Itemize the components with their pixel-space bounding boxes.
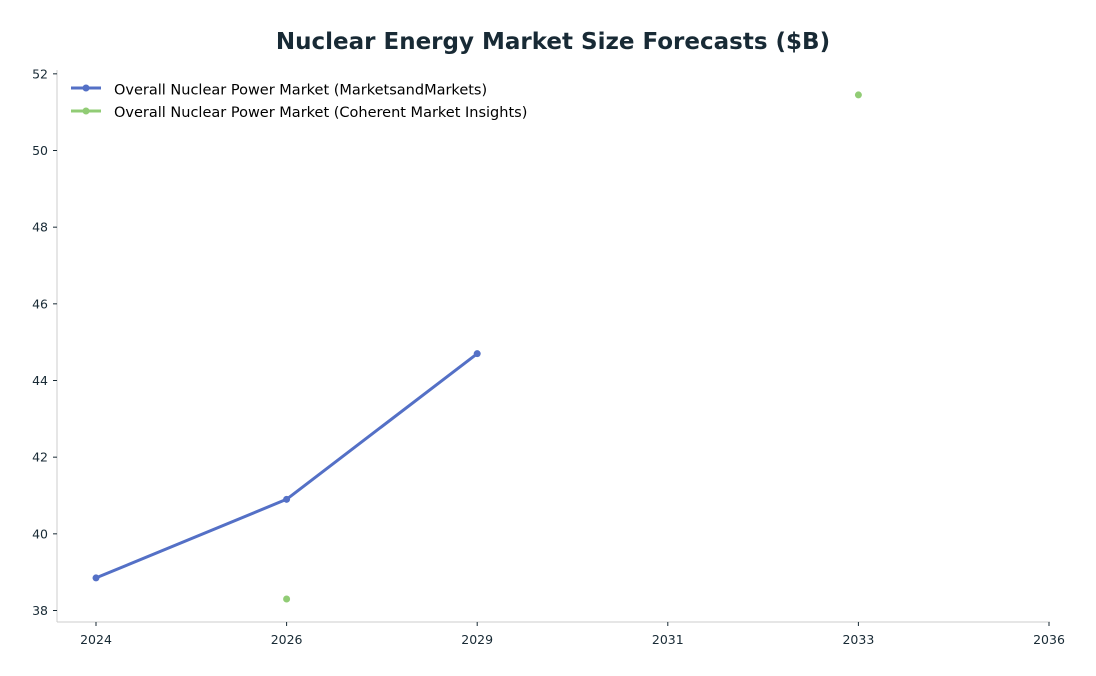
x-tick-label: 2036	[1033, 632, 1065, 647]
data-point[interactable]	[283, 495, 291, 503]
x-tick-label: 2029	[461, 632, 493, 647]
y-tick-label: 46	[32, 296, 48, 311]
y-tick-label: 48	[32, 220, 48, 235]
x-axis-ticks: 2024 2026 2029 2031 2033 2036	[80, 622, 1065, 647]
x-tick-label: 2026	[271, 632, 303, 647]
data-point[interactable]	[283, 595, 291, 603]
legend-marker-coherent	[82, 107, 90, 115]
data-point[interactable]	[92, 574, 100, 582]
y-tick-label: 52	[32, 66, 48, 81]
y-axis-ticks: 38 40 42 44 46 48 50 52	[32, 66, 57, 618]
legend-label-coherent: Overall Nuclear Power Market (Coherent M…	[114, 105, 527, 121]
legend-item-marketsandmarkets[interactable]: Overall Nuclear Power Market (Marketsand…	[71, 83, 487, 99]
x-tick-label: 2033	[842, 632, 874, 647]
chart-title: Nuclear Energy Market Size Forecasts ($B…	[276, 29, 830, 55]
legend: Overall Nuclear Power Market (Marketsand…	[71, 83, 527, 121]
series-line-0	[94, 352, 479, 580]
legend-item-coherent[interactable]: Overall Nuclear Power Market (Coherent M…	[71, 105, 527, 121]
y-tick-label: 42	[32, 450, 48, 465]
plot-area	[92, 91, 862, 603]
data-point[interactable]	[473, 350, 481, 358]
x-tick-label: 2024	[80, 632, 112, 647]
x-tick-label: 2031	[652, 632, 684, 647]
data-point[interactable]	[854, 91, 862, 99]
y-tick-label: 38	[32, 603, 48, 618]
y-tick-label: 44	[32, 373, 48, 388]
y-tick-label: 40	[32, 526, 48, 541]
legend-label-marketsandmarkets: Overall Nuclear Power Market (Marketsand…	[114, 83, 487, 99]
legend-marker-marketsandmarkets	[82, 84, 90, 92]
y-tick-label: 50	[32, 143, 48, 158]
